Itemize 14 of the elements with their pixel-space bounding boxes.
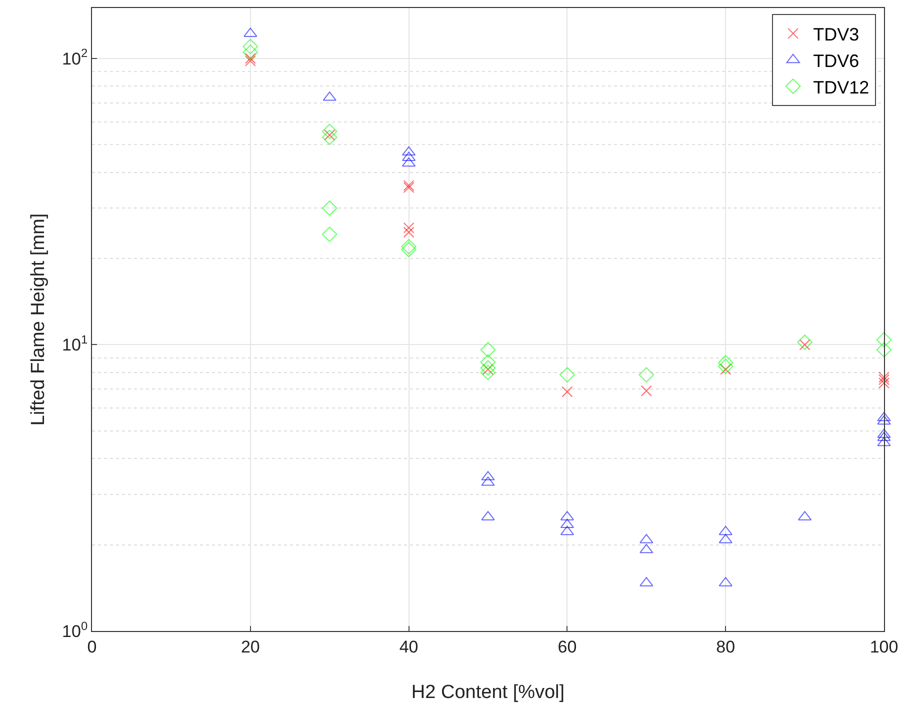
y-tick-label: 10$^{1}$ (62, 332, 88, 355)
x-tick-label: 20 (240, 637, 260, 656)
y-tick-label: 10$^{0}$ (62, 618, 88, 641)
legend-label: TDV12 (813, 77, 870, 98)
y-axis-title: Lifted Flame Height [mm] (28, 213, 49, 426)
x-tick-label: 60 (558, 637, 577, 656)
legend-label: TDV3 (813, 24, 860, 44)
x-tick-label: 100 (870, 637, 898, 656)
x-tick-label: 40 (399, 637, 418, 656)
y-tick-label: 10$^{2}$ (62, 46, 88, 68)
legend-label: TDV6 (813, 50, 860, 71)
x-axis-title: H2 Content [%vol] (411, 682, 565, 703)
x-tick-label: 0 (87, 637, 97, 656)
x-tick-label: 80 (716, 637, 736, 656)
